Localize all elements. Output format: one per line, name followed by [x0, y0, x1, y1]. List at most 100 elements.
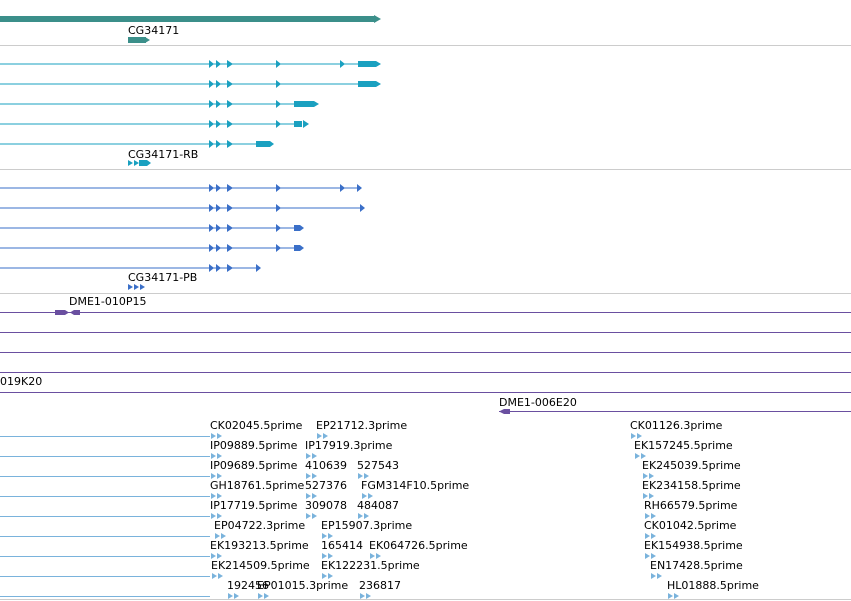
est-track: CK02045.5prime EP21712.3prime CK01126.3pri…: [0, 419, 759, 599]
est-label[interactable]: 309078: [305, 499, 347, 512]
est-label[interactable]: EP01015.3prime: [257, 579, 348, 592]
est-label[interactable]: EK154938.5prime: [644, 539, 743, 552]
est-label[interactable]: IP17719.5prime: [210, 499, 298, 512]
est-feature-glyph: [668, 593, 679, 599]
est-feature-glyph: [645, 553, 656, 559]
est-row[interactable]: EK193213.5prime 165414 EK064726.5prime EK15…: [0, 539, 743, 559]
est-feature-glyph: [306, 493, 317, 499]
est-row[interactable]: EK214509.5prime EK122231.5prime EN17428.5p…: [0, 559, 743, 579]
est-label[interactable]: IP09689.5prime: [210, 459, 298, 472]
transcript-row[interactable]: [0, 140, 274, 148]
est-feature-glyph: [211, 513, 222, 519]
est-label[interactable]: EP15907.3prime: [321, 519, 412, 532]
est-label[interactable]: 410639: [305, 459, 347, 472]
est-label[interactable]: IP09889.5prime: [210, 439, 298, 452]
est-feature-glyph: [643, 473, 654, 479]
transcript-row[interactable]: [0, 80, 381, 88]
transcript-label[interactable]: CG34171-RB: [128, 148, 198, 161]
protein-label[interactable]: CG34171-PB: [128, 271, 197, 284]
est-feature-glyph: [645, 533, 656, 539]
transcript-row[interactable]: [0, 60, 381, 68]
est-label[interactable]: EK193213.5prime: [210, 539, 309, 552]
transcript-track: CG34171-RB: [0, 60, 851, 170]
est-feature-glyph: [322, 573, 333, 579]
protein-row[interactable]: [0, 244, 304, 252]
transcript-row[interactable]: [0, 100, 319, 108]
est-feature-glyph: [322, 553, 333, 559]
transcript-row[interactable]: [0, 120, 309, 128]
est-label[interactable]: EK234158.5prime: [642, 479, 741, 492]
gene-strand-arrow-icon: [374, 15, 381, 23]
est-label[interactable]: HL01888.5prime: [667, 579, 759, 592]
est-feature-glyph: [643, 493, 654, 499]
protein-row[interactable]: [0, 204, 365, 212]
est-feature-glyph: [211, 553, 222, 559]
transcript-glyph: [128, 160, 151, 166]
est-row[interactable]: EP04722.3prime EP15907.3prime CK01042.5pri…: [0, 519, 737, 539]
clone-label[interactable]: DME1-006E20: [499, 396, 577, 409]
est-feature-glyph: [358, 513, 369, 519]
est-label[interactable]: EK122231.5prime: [321, 559, 420, 572]
est-label[interactable]: IP17919.3prime: [305, 439, 393, 452]
est-feature-glyph: [211, 493, 222, 499]
gene-model-bar[interactable]: [0, 16, 376, 22]
est-label[interactable]: EK157245.5prime: [634, 439, 733, 452]
est-label[interactable]: 236817: [359, 579, 401, 592]
est-label[interactable]: 484087: [357, 499, 399, 512]
est-feature-glyph: [322, 533, 333, 539]
est-feature-glyph: [215, 533, 226, 539]
est-feature-glyph: [211, 453, 222, 459]
est-feature-glyph: [362, 493, 373, 499]
clone-label[interactable]: DME1-010P15: [69, 295, 147, 308]
est-feature-glyph: [306, 453, 317, 459]
est-feature-glyph: [635, 453, 646, 459]
gene-track: CG34171: [0, 15, 851, 46]
est-feature-glyph: [358, 473, 369, 479]
gene-glyph: [128, 37, 146, 43]
est-label[interactable]: EN17428.5prime: [650, 559, 743, 572]
est-label[interactable]: CK01042.5prime: [644, 519, 737, 532]
est-label[interactable]: EK214509.5prime: [211, 559, 310, 572]
protein-row[interactable]: [0, 264, 261, 272]
gene-glyph-arrow-icon: [145, 37, 150, 43]
protein-glyph: [128, 284, 145, 290]
est-label[interactable]: EK245039.5prime: [642, 459, 741, 472]
clone-label[interactable]: 019K20: [0, 375, 42, 388]
est-label[interactable]: CK02045.5prime: [210, 419, 303, 432]
est-feature-glyph: [211, 473, 222, 479]
est-feature-glyph: [306, 513, 317, 519]
est-feature-glyph: [211, 433, 222, 439]
est-label[interactable]: 527543: [357, 459, 399, 472]
est-feature-glyph: [631, 433, 642, 439]
est-feature-glyph: [370, 553, 381, 559]
clone-track: DME1-010P15 019K20 DME1-006E20: [0, 295, 851, 414]
est-label[interactable]: 192456: [227, 579, 269, 592]
est-label[interactable]: 527376: [305, 479, 347, 492]
est-label[interactable]: 165414: [321, 539, 363, 552]
est-label[interactable]: FGM314F10.5prime: [361, 479, 469, 492]
est-label[interactable]: CK01126.3prime: [630, 419, 723, 432]
est-label[interactable]: EP04722.3prime: [214, 519, 305, 532]
est-row[interactable]: IP09889.5prime IP17919.3prime EK157245.5pr…: [0, 439, 733, 459]
est-feature-glyph: [317, 433, 328, 439]
est-feature-glyph: [360, 593, 371, 599]
est-feature-glyph: [651, 573, 662, 579]
est-row[interactable]: CK02045.5prime EP21712.3prime CK01126.3pri…: [0, 419, 723, 439]
est-row[interactable]: GH18761.5prime 527376 FGM314F10.5prime EK23…: [0, 479, 741, 499]
est-row[interactable]: IP09689.5prime 410639 527543 EK245039.5prim…: [0, 459, 741, 479]
est-label[interactable]: EP21712.3prime: [316, 419, 407, 432]
est-feature-glyph: [228, 593, 239, 599]
est-row[interactable]: IP17719.5prime 309078 484087 RH66579.5prime: [0, 499, 738, 519]
protein-track: CG34171-PB: [0, 184, 851, 294]
est-label[interactable]: GH18761.5prime: [210, 479, 305, 492]
protein-row[interactable]: [0, 184, 362, 192]
est-feature-glyph: [212, 573, 223, 579]
protein-row[interactable]: [0, 224, 304, 232]
est-label[interactable]: RH66579.5prime: [644, 499, 738, 512]
est-feature-glyph: [258, 593, 269, 599]
est-feature-glyph: [645, 513, 656, 519]
est-label[interactable]: EK064726.5prime: [369, 539, 468, 552]
gene-label[interactable]: CG34171: [128, 24, 179, 37]
